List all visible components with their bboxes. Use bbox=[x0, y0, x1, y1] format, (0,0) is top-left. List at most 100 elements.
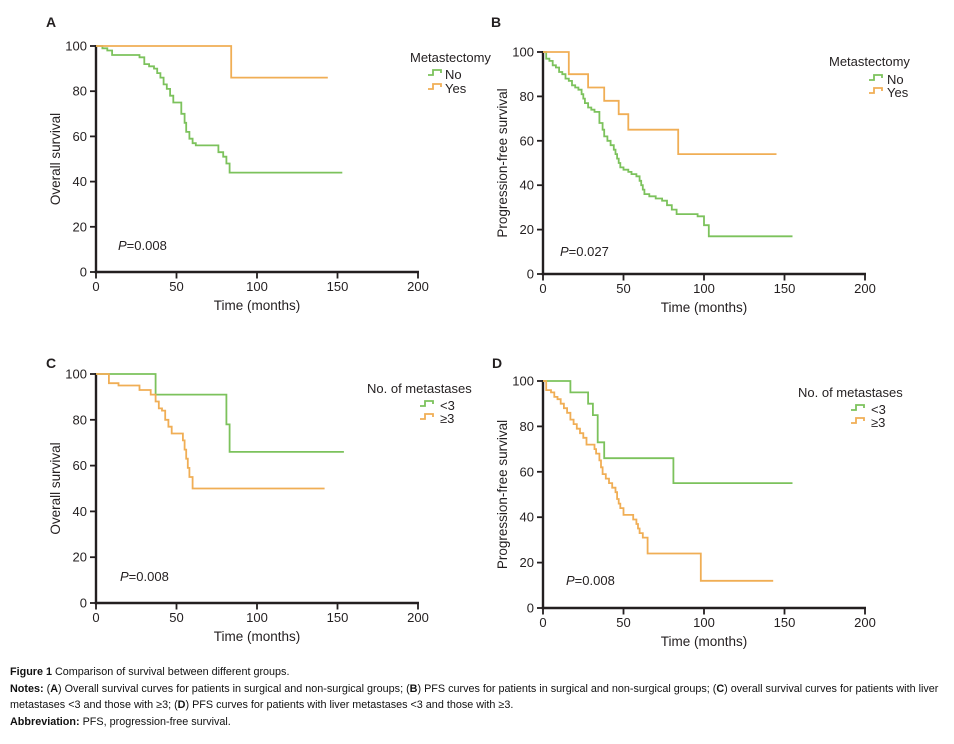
legend-step-icon bbox=[851, 417, 865, 424]
p-value: P=0.008 bbox=[120, 569, 169, 584]
x-tick-label: 50 bbox=[616, 615, 630, 630]
legend-step-icon bbox=[428, 83, 442, 90]
y-axis-title: Overall survival bbox=[48, 113, 63, 205]
p-value: P=0.027 bbox=[560, 244, 609, 259]
y-tick-label: 20 bbox=[520, 555, 534, 570]
legend-title: Metastectomy bbox=[410, 50, 491, 65]
legend-step-icon bbox=[428, 69, 442, 76]
panel-D: 0 20 40 60 80 100 0 50 100 150 200 Progression-free… bbox=[492, 355, 903, 649]
caption-figure-title: Figure 1 Comparison of survival between … bbox=[10, 664, 948, 681]
y-tick-label: 40 bbox=[520, 178, 534, 193]
legend-C: No. of metastases <3≥3 bbox=[367, 381, 472, 426]
legend-item-label: Yes bbox=[445, 81, 467, 96]
caption-bold-segment: A bbox=[50, 682, 59, 695]
legend-item-label: ≥3 bbox=[440, 411, 454, 426]
x-tick-label: 200 bbox=[407, 279, 429, 294]
x-tick-label: 50 bbox=[616, 281, 630, 296]
caption-notes: Notes: (A) Overall survival curves for p… bbox=[10, 681, 948, 714]
y-tick-label: 100 bbox=[65, 367, 87, 382]
x-axis-title: Time (months) bbox=[661, 300, 748, 315]
panel-C: 0 20 40 60 80 100 0 50 100 150 200 Overall survival… bbox=[46, 355, 472, 644]
p-value: P=0.008 bbox=[118, 238, 167, 253]
panel-letter: B bbox=[491, 14, 501, 30]
caption-text-segment: ) Overall survival curves for patients i… bbox=[58, 682, 410, 695]
y-tick-label: 60 bbox=[520, 464, 534, 479]
caption-bold-segment: Notes: bbox=[10, 682, 47, 695]
y-tick-label: 60 bbox=[73, 129, 87, 144]
y-tick-label: 0 bbox=[527, 601, 534, 616]
caption-bold-segment: B bbox=[409, 682, 418, 695]
x-tick-label: 100 bbox=[246, 279, 268, 294]
x-tick-label: 150 bbox=[774, 281, 796, 296]
y-tick-label: 80 bbox=[73, 84, 87, 99]
x-tick-label: 100 bbox=[246, 610, 268, 625]
y-axis-title: Progression-free survival bbox=[495, 88, 510, 237]
caption-text-segment: ) PFS curves for patients in surgical an… bbox=[417, 682, 717, 695]
x-tick-label: 200 bbox=[854, 281, 876, 296]
legend-D: No. of metastases <3≥3 bbox=[798, 385, 903, 430]
caption-text-segment: ) PFS curves for patients with liver met… bbox=[185, 699, 514, 712]
legend-title: No. of metastases bbox=[798, 385, 903, 400]
y-tick-label: 80 bbox=[520, 89, 534, 104]
x-tick-label: 50 bbox=[169, 279, 183, 294]
caption-text-segment: Comparison of survival between different… bbox=[55, 666, 290, 678]
y-tick-label: 20 bbox=[73, 550, 87, 565]
caption-text-segment: ( bbox=[46, 682, 51, 695]
caption-text-segment: ) overall survival curves for patients w… bbox=[10, 682, 939, 712]
y-tick-label: 20 bbox=[73, 219, 87, 234]
legend-item-label: No bbox=[445, 67, 462, 82]
x-tick-label: 150 bbox=[327, 279, 349, 294]
y-tick-label: 0 bbox=[80, 596, 87, 611]
x-tick-label: 100 bbox=[693, 281, 715, 296]
x-tick-label: 150 bbox=[774, 615, 796, 630]
legend-item-label: No bbox=[887, 72, 904, 87]
y-tick-label: 100 bbox=[512, 374, 534, 389]
curve-C-≥3 bbox=[96, 373, 325, 490]
legend-step-icon bbox=[869, 74, 883, 81]
caption-bold-segment: D bbox=[177, 699, 186, 712]
panel-letter: A bbox=[46, 14, 56, 30]
legend-item-label: <3 bbox=[440, 398, 455, 413]
x-tick-label: 0 bbox=[92, 279, 99, 294]
y-tick-label: 60 bbox=[73, 458, 87, 473]
caption-abbreviation: Abbreviation: PFS, progression-free surv… bbox=[10, 714, 948, 731]
x-tick-label: 50 bbox=[169, 610, 183, 625]
y-axis-title: Progression-free survival bbox=[495, 420, 510, 569]
legend-step-icon bbox=[869, 87, 883, 94]
panel-letter: C bbox=[46, 355, 56, 371]
x-tick-label: 0 bbox=[539, 615, 546, 630]
y-tick-label: 0 bbox=[527, 267, 534, 282]
x-tick-label: 0 bbox=[539, 281, 546, 296]
y-tick-label: 40 bbox=[520, 510, 534, 525]
y-tick-label: 100 bbox=[512, 45, 534, 60]
curve-D-≥3 bbox=[543, 380, 774, 582]
caption-text-segment: PFS, progression-free survival. bbox=[82, 715, 231, 728]
y-tick-label: 80 bbox=[520, 419, 534, 434]
y-tick-label: 80 bbox=[73, 412, 87, 427]
y-tick-label: 20 bbox=[520, 222, 534, 237]
legend-step-icon bbox=[420, 413, 434, 420]
x-tick-label: 200 bbox=[407, 610, 429, 625]
x-tick-label: 200 bbox=[854, 615, 876, 630]
x-axis-title: Time (months) bbox=[214, 298, 301, 313]
x-axis-title: Time (months) bbox=[214, 629, 301, 644]
p-value: P=0.008 bbox=[566, 573, 615, 588]
curve-D-<3 bbox=[543, 380, 793, 484]
legend-step-icon bbox=[851, 404, 865, 411]
y-tick-label: 40 bbox=[73, 504, 87, 519]
x-tick-label: 150 bbox=[327, 610, 349, 625]
y-tick-label: 100 bbox=[65, 39, 87, 54]
caption-bold-segment: Figure 1 bbox=[10, 666, 55, 678]
curve-A-No bbox=[96, 45, 343, 174]
x-tick-label: 0 bbox=[92, 610, 99, 625]
y-tick-label: 0 bbox=[80, 265, 87, 280]
y-axis-title: Overall survival bbox=[48, 442, 63, 534]
y-tick-label: 60 bbox=[520, 133, 534, 148]
legend-title: Metastectomy bbox=[829, 54, 910, 69]
legend-item-label: ≥3 bbox=[871, 415, 885, 430]
panel-letter: D bbox=[492, 355, 502, 371]
curve-A-Yes bbox=[96, 45, 328, 79]
legend-item-label: Yes bbox=[887, 85, 909, 100]
